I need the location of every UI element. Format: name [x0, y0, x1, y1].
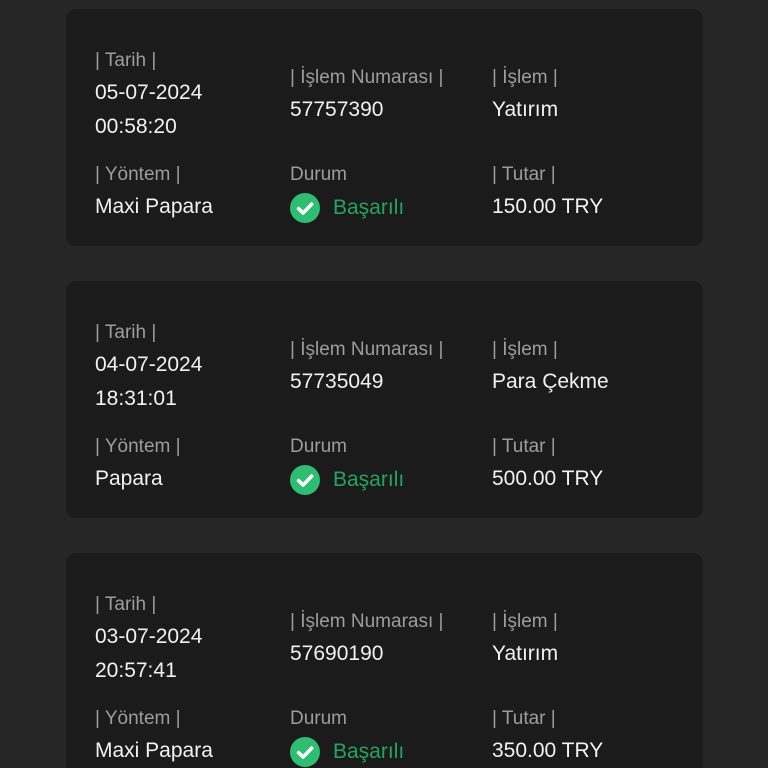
amount-value: 350.00 TRY — [492, 739, 604, 762]
status-label: Durum — [290, 708, 348, 729]
date-label: | Tarih | — [95, 594, 157, 615]
txn-number-block: | İşlem Numarası | 57757390 — [290, 63, 492, 127]
status-value: Başarılı — [333, 740, 405, 763]
status-row: Başarılı — [290, 737, 492, 767]
status-label: Durum — [290, 164, 348, 185]
operation-label: | İşlem | — [492, 67, 558, 88]
operation-block: | İşlem | Yatırım — [492, 63, 685, 127]
txn-number-label: | İşlem Numarası | — [290, 339, 444, 360]
amount-label: | Tutar | — [492, 708, 556, 729]
operation-value: Yatırım — [492, 642, 559, 665]
date-label: | Tarih | — [95, 50, 157, 71]
date-value: 05-07-2024 — [95, 81, 203, 104]
operation-label: | İşlem | — [492, 339, 558, 360]
status-block: Durum Başarılı — [290, 704, 492, 768]
time-value: 00:58:20 — [95, 115, 177, 138]
status-value: Başarılı — [333, 468, 405, 491]
txn-number-value: 57757390 — [290, 98, 384, 121]
amount-value: 150.00 TRY — [492, 195, 604, 218]
status-row: Başarılı — [290, 465, 492, 495]
date-block: | Tarih | 03-07-2024 20:57:41 — [95, 590, 290, 688]
method-label: | Yöntem | — [95, 164, 181, 185]
transaction-card: | Tarih | 04-07-2024 18:31:01 | İşlem Nu… — [66, 281, 703, 518]
operation-block: | İşlem | Yatırım — [492, 607, 685, 671]
date-block: | Tarih | 04-07-2024 18:31:01 — [95, 318, 290, 416]
amount-label: | Tutar | — [492, 164, 556, 185]
status-block: Durum Başarılı — [290, 160, 492, 246]
status-row: Başarılı — [290, 193, 492, 223]
amount-block: | Tutar | 500.00 TRY — [492, 432, 685, 518]
method-block: | Yöntem | Maxi Papara — [95, 704, 290, 768]
method-value: Papara — [95, 467, 163, 490]
check-circle-icon — [290, 193, 320, 223]
transaction-card: | Tarih | 03-07-2024 20:57:41 | İşlem Nu… — [66, 553, 703, 768]
method-label: | Yöntem | — [95, 436, 181, 457]
transaction-card: | Tarih | 05-07-2024 00:58:20 | İşlem Nu… — [66, 9, 703, 246]
txn-number-value: 57735049 — [290, 370, 384, 393]
method-block: | Yöntem | Maxi Papara — [95, 160, 290, 246]
method-block: | Yöntem | Papara — [95, 432, 290, 518]
method-value: Maxi Papara — [95, 739, 213, 762]
time-value: 20:57:41 — [95, 659, 177, 682]
operation-value: Para Çekme — [492, 370, 609, 393]
txn-number-value: 57690190 — [290, 642, 384, 665]
status-block: Durum Başarılı — [290, 432, 492, 518]
status-label: Durum — [290, 436, 348, 457]
method-value: Maxi Papara — [95, 195, 213, 218]
date-value: 03-07-2024 — [95, 625, 203, 648]
check-circle-icon — [290, 465, 320, 495]
method-label: | Yöntem | — [95, 708, 181, 729]
operation-value: Yatırım — [492, 98, 559, 121]
amount-label: | Tutar | — [492, 436, 556, 457]
amount-value: 500.00 TRY — [492, 467, 604, 490]
check-circle-icon — [290, 737, 320, 767]
txn-number-label: | İşlem Numarası | — [290, 67, 444, 88]
date-label: | Tarih | — [95, 322, 157, 343]
txn-number-block: | İşlem Numarası | 57690190 — [290, 607, 492, 671]
time-value: 18:31:01 — [95, 387, 177, 410]
amount-block: | Tutar | 350.00 TRY — [492, 704, 685, 768]
txn-number-block: | İşlem Numarası | 57735049 — [290, 335, 492, 399]
txn-number-label: | İşlem Numarası | — [290, 611, 444, 632]
date-value: 04-07-2024 — [95, 353, 203, 376]
status-value: Başarılı — [333, 196, 405, 219]
operation-label: | İşlem | — [492, 611, 558, 632]
date-block: | Tarih | 05-07-2024 00:58:20 — [95, 46, 290, 144]
amount-block: | Tutar | 150.00 TRY — [492, 160, 685, 246]
operation-block: | İşlem | Para Çekme — [492, 335, 685, 399]
